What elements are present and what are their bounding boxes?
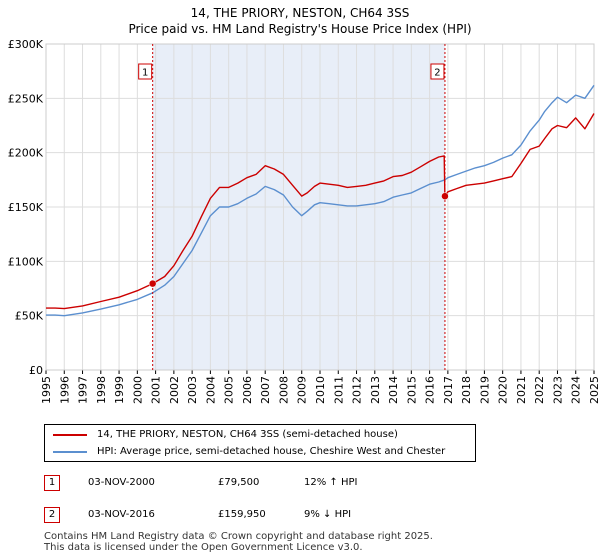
footer-licence: This data is licensed under the Open Gov…: [44, 542, 363, 553]
x-tick-label: 2009: [296, 376, 309, 404]
x-tick-label: 2001: [150, 376, 163, 404]
series-line-hpi: [46, 84, 595, 317]
x-tick-label: 2008: [277, 376, 290, 404]
legend-item-hpi: HPI: Average price, semi-detached house,…: [53, 444, 445, 460]
x-tick-label: 2004: [204, 376, 217, 404]
chart-subtitle: Price paid vs. HM Land Registry's House …: [128, 22, 472, 36]
annotation-badge: 1: [44, 475, 60, 491]
x-tick-label: 2011: [332, 376, 345, 404]
y-tick-label: £200K: [8, 147, 44, 160]
annotation-price: £159,950: [218, 509, 266, 520]
plot-border: [45, 43, 595, 371]
y-tick-label: £150K: [8, 201, 44, 214]
x-tick-label: 2024: [570, 376, 583, 404]
axis-layer: £0 £50K £100K £150K £200K £250K £300K 1995 1996 1…: [8, 38, 600, 404]
annotation-badge: 2: [44, 507, 60, 523]
x-tick-label: 2019: [478, 376, 491, 404]
y-tick-label: £50K: [15, 310, 44, 323]
marker-label: 2: [434, 68, 440, 79]
annotation-hpi-change: 12% ↑ HPI: [304, 477, 358, 488]
sale-point: [148, 279, 157, 288]
grid-layer: [45, 43, 595, 371]
legend-item-property: 14, THE PRIORY, NESTON, CH64 3SS (semi-d…: [53, 427, 398, 443]
x-tick-label: 2016: [424, 376, 437, 404]
annotation-date: 03-NOV-2000: [88, 477, 155, 488]
x-tick-label: 2000: [131, 376, 144, 404]
x-tick-label: 2013: [369, 376, 382, 404]
annotation-date: 03-NOV-2016: [88, 509, 155, 520]
marker-box: [138, 63, 153, 80]
marker-label: 1: [142, 68, 148, 79]
marker-box: [430, 63, 445, 80]
x-tick-label: 2020: [497, 376, 510, 404]
x-tick-label: 1996: [58, 376, 71, 404]
x-tick-label: 1999: [113, 376, 126, 404]
x-tick-label: 2014: [387, 376, 400, 404]
x-tick-label: 2007: [259, 376, 272, 404]
legend-swatch-hpi: [53, 451, 87, 453]
x-tick-label: 2025: [588, 376, 600, 404]
y-tick-label: £100K: [8, 255, 44, 268]
x-tick-label: 1997: [77, 376, 90, 404]
y-tick-label: £0: [29, 364, 43, 377]
chart-title: 14, THE PRIORY, NESTON, CH64 3SS: [190, 6, 410, 20]
legend-label-hpi: HPI: Average price, semi-detached house,…: [97, 446, 446, 457]
x-tick-label: 2018: [460, 376, 473, 404]
x-tick-label: 2010: [314, 376, 327, 404]
series-layer: [46, 84, 595, 317]
legend-swatch-property: [53, 434, 87, 436]
x-tick-label: 2017: [442, 376, 455, 404]
annotation-hpi-change: 9% ↓ HPI: [304, 509, 352, 520]
x-tick-label: 1998: [95, 376, 108, 404]
x-tick-label: 2002: [168, 376, 181, 404]
footer-copyright: Contains HM Land Registry data © Crown c…: [44, 531, 433, 542]
x-tick-label: 2021: [515, 376, 528, 404]
x-tick-label: 1995: [40, 376, 53, 404]
annotation-row-1: 1 03-NOV-2000 £79,500 12% ↑ HPI: [44, 475, 464, 495]
x-tick-label: 2003: [186, 376, 199, 404]
x-tick-label: 2022: [533, 376, 546, 404]
x-tick-label: 2012: [351, 376, 364, 404]
y-tick-label: £250K: [8, 92, 44, 105]
annotation-price: £79,500: [218, 477, 260, 488]
x-tick-label: 2023: [551, 376, 564, 404]
annotation-row-2: 2 03-NOV-2016 £159,950 9% ↓ HPI: [44, 507, 464, 527]
y-tick-label: £300K: [8, 38, 44, 51]
x-tick-label: 2005: [223, 376, 236, 404]
series-line-property: [46, 113, 595, 310]
legend-label-property: 14, THE PRIORY, NESTON, CH64 3SS (semi-d…: [97, 429, 398, 440]
x-tick-label: 2015: [405, 376, 418, 404]
x-tick-label: 2006: [241, 376, 254, 404]
legend: 14, THE PRIORY, NESTON, CH64 3SS (semi-d…: [44, 424, 476, 462]
sale-point: [441, 192, 449, 200]
chart-area: £0 £50K £100K £150K £200K £250K £300K 1995 1996 1…: [8, 38, 600, 404]
